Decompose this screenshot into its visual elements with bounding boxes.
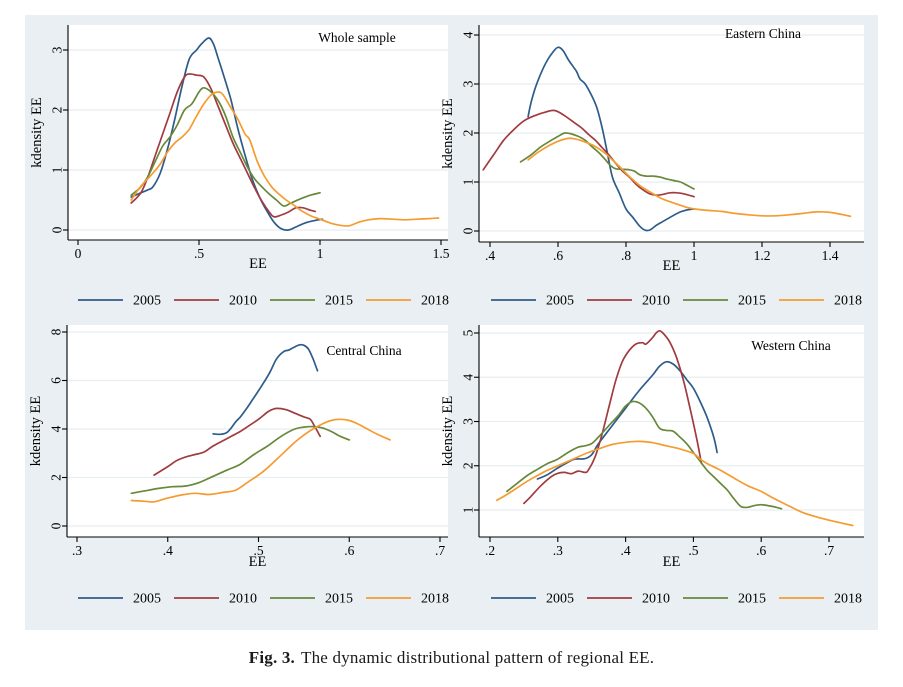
y-tick-label: 3 xyxy=(461,418,476,425)
x-tick-label: .6 xyxy=(756,543,766,558)
y-tick-label: 4 xyxy=(461,31,476,38)
x-tick-label: .5 xyxy=(194,246,204,261)
y-tick-label: 8 xyxy=(49,328,64,335)
series-line-2018 xyxy=(130,91,440,227)
legend-label-2018: 2018 xyxy=(834,294,862,309)
panel-whole-sample: 0 .5 1 1.5 0 1 2 3 EE kdensity EE Whole sample 2005… xyxy=(29,25,450,309)
legend-label-2005: 2005 xyxy=(133,294,161,309)
legend-label-2010: 2010 xyxy=(642,592,670,607)
series-line-2015 xyxy=(130,86,321,207)
y-tick-label: 4 xyxy=(49,425,64,432)
y-axis-title: kdensity EE xyxy=(440,98,456,169)
y-tick-label: 3 xyxy=(50,46,65,53)
x-tick-label: .4 xyxy=(485,248,495,263)
panel-central-china: .3 .4 .5 .6 .7 0 2 4 6 8 EE kdensity EE Central Chin… xyxy=(28,325,449,607)
series-line-2010 xyxy=(153,407,322,476)
legend-label-2018: 2018 xyxy=(421,294,449,309)
x-tick-label: .6 xyxy=(553,248,563,263)
x-tick-label: 0 xyxy=(75,246,82,261)
legend-label-2015: 2015 xyxy=(325,294,353,309)
y-tick-label: 0 xyxy=(49,522,64,529)
series-line-2015 xyxy=(130,425,351,495)
series-line-2005 xyxy=(212,343,319,436)
legend-label-2010: 2010 xyxy=(229,294,257,309)
series-line-2010 xyxy=(130,73,317,218)
legend-label-2005: 2005 xyxy=(546,294,574,309)
y-tick-label: 2 xyxy=(461,462,476,469)
caption-label: Fig. 3. xyxy=(248,648,296,667)
series-line-2010 xyxy=(482,109,695,198)
figure-caption: Fig. 3. The dynamic distributional patter… xyxy=(0,648,903,668)
panel-title: Whole sample xyxy=(318,30,396,45)
x-tick-label: .3 xyxy=(553,543,563,558)
x-tick-label: .5 xyxy=(688,543,698,558)
series-line-2015 xyxy=(519,132,695,190)
y-tick-label: 3 xyxy=(461,80,476,87)
series-line-2005 xyxy=(130,37,324,231)
legend-label-2010: 2010 xyxy=(229,592,257,607)
legend-label-2018: 2018 xyxy=(421,592,449,607)
series-line-2018 xyxy=(527,137,852,218)
panel-title: Eastern China xyxy=(725,26,801,41)
legend-label-2005: 2005 xyxy=(133,592,161,607)
x-tick-label: .8 xyxy=(621,248,631,263)
y-tick-label: 5 xyxy=(461,329,476,336)
x-tick-label: .4 xyxy=(621,543,631,558)
x-axis-title: EE xyxy=(663,258,681,274)
x-tick-label: .6 xyxy=(344,543,354,558)
y-axis-title: kdensity EE xyxy=(29,97,45,168)
x-tick-label: .7 xyxy=(435,543,445,558)
x-tick-label: .5 xyxy=(253,543,263,558)
x-tick-label: 1.4 xyxy=(822,248,839,263)
y-tick-label: 2 xyxy=(50,107,65,114)
y-tick-label: 1 xyxy=(461,179,476,186)
legend-label-2005: 2005 xyxy=(546,592,574,607)
series-line-2010 xyxy=(523,329,703,505)
y-tick-label: 2 xyxy=(49,474,64,481)
legend-label-2010: 2010 xyxy=(642,294,670,309)
x-tick-label: 1 xyxy=(691,248,698,263)
y-tick-label: 6 xyxy=(49,377,64,384)
series-line-2005 xyxy=(527,46,695,232)
legend-label-2015: 2015 xyxy=(325,592,353,607)
figure-3: 0.5 1 1.5 0 1 2 3 EE kdensity EE Whole sample 2005… xyxy=(25,15,878,630)
legend-label-2018: 2018 xyxy=(834,592,862,607)
y-tick-label: 2 xyxy=(461,130,476,137)
panel-title: Central China xyxy=(326,343,401,358)
x-tick-label: .3 xyxy=(72,543,82,558)
x-axis-title: EE xyxy=(249,256,267,272)
series-line-2018 xyxy=(130,418,391,503)
x-tick-label: 1.5 xyxy=(433,246,450,261)
x-tick-label: .4 xyxy=(163,543,173,558)
plot-area xyxy=(68,25,448,240)
series-line-2018 xyxy=(495,440,854,527)
legend-label-2015: 2015 xyxy=(738,294,766,309)
y-tick-label: 4 xyxy=(461,374,476,381)
panel-eastern-china: .4 .6 .8 1 1.2 1.4 0 1 2 3 4 EE kdensity EE Eastern C… xyxy=(440,25,864,309)
x-axis-title: EE xyxy=(663,554,681,570)
y-axis-title: kdensity EE xyxy=(28,396,44,467)
caption-text: The dynamic distributional pattern of re… xyxy=(301,648,655,667)
x-axis-title: EE xyxy=(249,554,267,570)
plot-area xyxy=(67,325,448,537)
panel-western-china: .2 .3 .4 .5 .6 .7 1 2 3 4 5 EE kdensity EE Western Ch… xyxy=(440,325,864,607)
y-tick-label: 1 xyxy=(461,507,476,514)
panel-title: Western China xyxy=(751,338,831,353)
x-tick-label: .7 xyxy=(824,543,834,558)
x-tick-label: .2 xyxy=(485,543,495,558)
series-line-2015 xyxy=(506,400,783,510)
y-tick-label: 1 xyxy=(50,167,65,174)
x-tick-label: 1 xyxy=(317,246,324,261)
legend-label-2015: 2015 xyxy=(738,592,766,607)
y-tick-label: 0 xyxy=(461,227,476,234)
y-axis-title: kdensity EE xyxy=(440,396,456,467)
x-tick-label: 1.2 xyxy=(754,248,771,263)
y-tick-label: 0 xyxy=(50,226,65,233)
